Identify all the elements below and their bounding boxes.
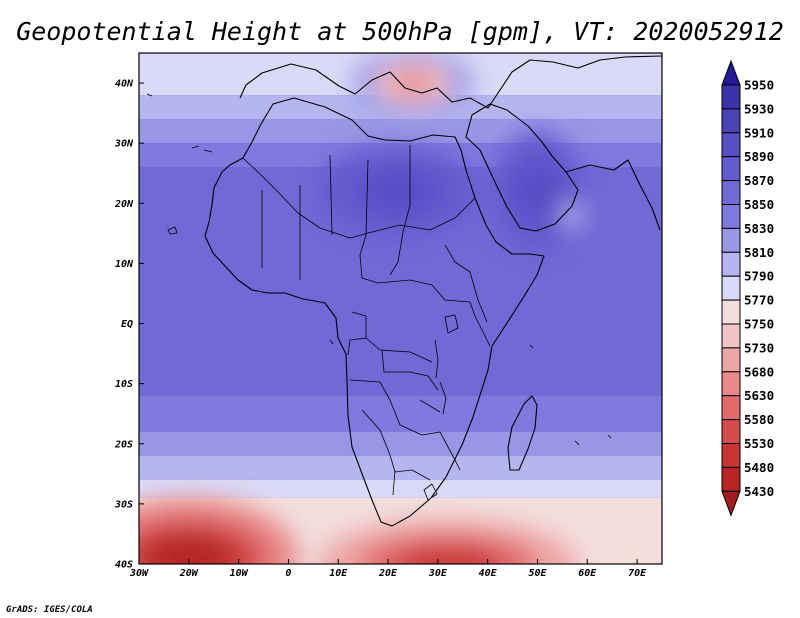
x-tick-label: 50E — [528, 568, 547, 579]
contour-band — [139, 455, 662, 480]
colorbar-arrow-bottom — [721, 490, 741, 517]
coastlines-and-borders — [146, 55, 662, 527]
europe-coastline — [239, 55, 662, 109]
contour-bands — [139, 53, 662, 564]
contour-band — [139, 119, 662, 144]
colorbar-box — [721, 204, 741, 229]
colorbar-box — [721, 251, 741, 277]
colorbar-label: 5480 — [744, 460, 774, 475]
x-tick-label: 30W — [129, 568, 149, 579]
field-features — [139, 53, 585, 564]
contour-band — [139, 479, 662, 498]
plot-area: 30W 20W 10W 0 10E 20E 30E 40E 50E 60E 70E 40N 30N 20… — [114, 52, 663, 579]
y-tick-label: 30S — [114, 499, 133, 510]
mediterranean-trough-blob — [390, 71, 435, 96]
x-tick-label: 70E — [628, 568, 647, 579]
colorbar-label: 5580 — [744, 412, 774, 427]
x-tick-label: 20W — [179, 568, 199, 579]
colorbar-box — [721, 395, 741, 421]
y-tick-label: 40S — [115, 560, 133, 571]
colorbar-label: 5790 — [744, 269, 774, 284]
lakes — [423, 314, 459, 501]
x-axis: 30W 20W 10W 0 10E 20E 30E 40E 50E 60E 70E — [129, 559, 647, 579]
africa-coastline — [204, 97, 545, 527]
colorbar-label: 5930 — [744, 101, 774, 116]
colorbar-box — [721, 275, 741, 301]
contour-band — [139, 431, 662, 456]
y-tick-label: 30N — [114, 139, 134, 150]
colorbar-label: 5680 — [744, 364, 774, 379]
south-atlantic-trough-blob — [139, 531, 239, 564]
x-tick-label: 20E — [378, 568, 398, 579]
x-tick-label: 60E — [578, 568, 597, 579]
y-tick-label: EQ — [121, 319, 133, 330]
colorbar-box — [721, 108, 741, 134]
x-tick-label: 10W — [230, 568, 249, 579]
colorbar-box — [721, 84, 741, 110]
colorbar-label: 5850 — [744, 197, 774, 212]
colorbar-arrow-top — [721, 59, 741, 86]
colorbar-box — [721, 132, 741, 158]
colorbar-box — [721, 299, 741, 325]
madagascar-coastline — [507, 395, 538, 471]
colorbar-label: 5730 — [744, 340, 774, 355]
x-tick-label: 30E — [428, 568, 448, 579]
colorbar-label: 5770 — [744, 293, 774, 308]
y-tick-label: 20N — [114, 199, 134, 210]
x-tick-label: 0 — [285, 568, 291, 579]
sahara-high-blob — [358, 169, 439, 214]
arabia-coastline — [465, 103, 579, 232]
islands — [146, 93, 612, 446]
x-tick-label: 10E — [329, 568, 348, 579]
colorbar-box — [721, 347, 741, 373]
colorbar-label: 5750 — [744, 317, 774, 332]
colorbar-label: 5830 — [744, 221, 774, 236]
colorbar-box — [721, 227, 741, 253]
colorbar-label: 5950 — [744, 78, 774, 93]
height-field — [139, 53, 662, 564]
y-tick-label: 20S — [114, 439, 133, 450]
colorbar-box — [721, 371, 741, 397]
colorbar-label: 5910 — [744, 125, 774, 140]
colorbar-box — [721, 323, 741, 349]
colorbar-label: 5630 — [744, 388, 774, 403]
y-tick-label: 40N — [115, 79, 134, 90]
colorbar-label: 5890 — [744, 149, 774, 164]
x-tick-label: 40E — [479, 568, 498, 579]
colorbar-box — [721, 156, 741, 182]
contour-band — [139, 395, 662, 432]
colorbar-box — [721, 466, 741, 492]
south-africa-trough-blob — [392, 546, 503, 564]
y-tick-label: 10N — [115, 259, 134, 270]
map-title: Geopotential Height at 500hPa [gpm], VT:… — [16, 17, 784, 46]
grads-credit: GrADS: IGES/COLA — [6, 605, 93, 615]
colorbar-box — [721, 419, 741, 445]
arabian-sea-local-low-blob — [560, 203, 585, 228]
plot-frame — [138, 52, 663, 565]
arabia-high-blob — [512, 161, 563, 222]
colorbar-label: 5430 — [744, 484, 774, 499]
colorbar-label: 5870 — [744, 173, 774, 188]
iran-india-coastline — [565, 159, 661, 231]
colorbar-label: 5810 — [744, 245, 774, 260]
african-borders — [242, 145, 491, 496]
y-axis: 40N 30N 20N 10N EQ 10S 20S 30S 40S — [114, 79, 144, 571]
colorbar-box — [721, 443, 741, 468]
colorbar-label: 5530 — [744, 436, 774, 451]
colorbar: 5950 5930 5910 5890 5870 5850 5830 5810 5790 5770… — [721, 59, 774, 517]
y-tick-label: 10S — [115, 379, 133, 390]
colorbar-box — [721, 180, 741, 206]
